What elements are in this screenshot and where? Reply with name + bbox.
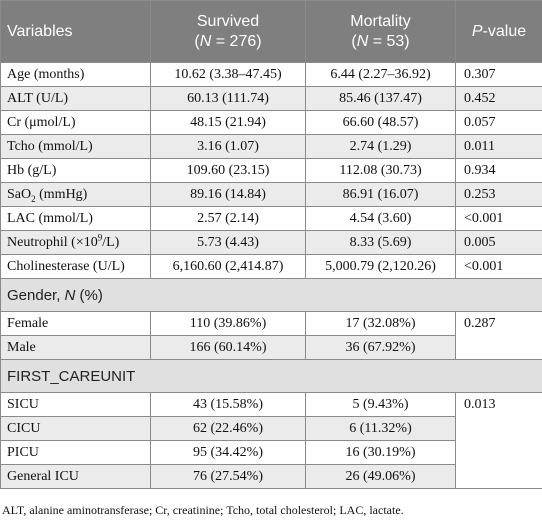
mortality-cell: 36 (67.92%) bbox=[305, 335, 456, 360]
pvalue-cell: 0.452 bbox=[455, 86, 542, 111]
mortality-cell: 86.91 (16.07) bbox=[305, 182, 456, 207]
row-label: Cholinesterase (U/L) bbox=[0, 254, 151, 279]
survived-cell: 76 (27.54%) bbox=[150, 464, 306, 489]
table-row: Neutrophil (×109/L) 5.73 (4.43) 8.33 (5.… bbox=[0, 230, 542, 255]
mortality-cell: 5,000.79 (2,120.26) bbox=[305, 254, 456, 279]
row-label: Hb (g/L) bbox=[0, 158, 151, 183]
table-header-row: Variables Survived (N = 276) Mortality (… bbox=[0, 0, 542, 63]
row-label: General ICU bbox=[0, 464, 151, 489]
header-variables: Variables bbox=[0, 0, 151, 63]
data-table: Variables Survived (N = 276) Mortality (… bbox=[0, 0, 542, 489]
row-label: ALT (U/L) bbox=[0, 86, 151, 111]
table-footnote: ALT, alanine aminotransferase; Cr, creat… bbox=[2, 503, 404, 517]
section-row-gender: Gender, N (%) bbox=[0, 278, 542, 312]
survived-cell: 95 (34.42%) bbox=[150, 440, 306, 465]
header-survived: Survived (N = 276) bbox=[150, 0, 306, 63]
row-label: Male bbox=[0, 335, 151, 360]
survived-cell: 2.57 (2.14) bbox=[150, 206, 306, 231]
pvalue-cell: 0.287 bbox=[455, 311, 542, 360]
header-pvalue: P-value bbox=[455, 0, 542, 63]
mortality-cell: 26 (49.06%) bbox=[305, 464, 456, 489]
table-row: SICU 43 (15.58%) 5 (9.43%) 0.013 bbox=[0, 392, 542, 489]
survived-cell: 60.13 (111.74) bbox=[150, 86, 306, 111]
survived-cell: 109.60 (23.15) bbox=[150, 158, 306, 183]
mortality-cell: 16 (30.19%) bbox=[305, 440, 456, 465]
row-label: LAC (mmol/L) bbox=[0, 206, 151, 231]
survived-cell: 43 (15.58%) bbox=[150, 392, 306, 417]
table-row: LAC (mmol/L) 2.57 (2.14) 4.54 (3.60) <0.… bbox=[0, 206, 542, 231]
pvalue-cell: 0.057 bbox=[455, 110, 542, 135]
row-label: Age (months) bbox=[0, 62, 151, 87]
pvalue-cell: <0.001 bbox=[455, 254, 542, 279]
row-label: Female bbox=[0, 311, 151, 336]
row-label: Cr (μmol/L) bbox=[0, 110, 151, 135]
table-row: PICU 95 (34.42%) 16 (30.19%) bbox=[0, 440, 542, 465]
table-row: Age (months) 10.62 (3.38–47.45) 6.44 (2.… bbox=[0, 62, 542, 87]
table-row: CICU 62 (22.46%) 6 (11.32%) bbox=[0, 416, 542, 441]
mortality-cell: 4.54 (3.60) bbox=[305, 206, 456, 231]
survived-cell: 10.62 (3.38–47.45) bbox=[150, 62, 306, 87]
row-label: Neutrophil (×109/L) bbox=[0, 230, 151, 255]
mortality-cell: 17 (32.08%) bbox=[305, 311, 456, 336]
table-row: SaO2 (mmHg) 89.16 (14.84) 86.91 (16.07) … bbox=[0, 182, 542, 207]
pvalue-cell: <0.001 bbox=[455, 206, 542, 231]
mortality-cell: 112.08 (30.73) bbox=[305, 158, 456, 183]
section-row-careunit: FIRST_CAREUNIT bbox=[0, 359, 542, 393]
mortality-cell: 8.33 (5.69) bbox=[305, 230, 456, 255]
survived-cell: 48.15 (21.94) bbox=[150, 110, 306, 135]
row-label: PICU bbox=[0, 440, 151, 465]
table-row: Male 166 (60.14%) 36 (67.92%) bbox=[0, 335, 542, 360]
row-label: CICU bbox=[0, 416, 151, 441]
mortality-cell: 5 (9.43%) bbox=[305, 392, 456, 417]
survived-cell: 3.16 (1.07) bbox=[150, 134, 306, 159]
mortality-cell: 6.44 (2.27–36.92) bbox=[305, 62, 456, 87]
row-label: SICU bbox=[0, 392, 151, 417]
table-row: Tcho (mmol/L) 3.16 (1.07) 2.74 (1.29) 0.… bbox=[0, 134, 542, 159]
survived-cell: 110 (39.86%) bbox=[150, 311, 306, 336]
survived-cell: 62 (22.46%) bbox=[150, 416, 306, 441]
header-mortality: Mortality (N = 53) bbox=[305, 0, 456, 63]
mortality-cell: 85.46 (137.47) bbox=[305, 86, 456, 111]
section-title-careunit: FIRST_CAREUNIT bbox=[0, 359, 542, 393]
table-row: Cr (μmol/L) 48.15 (21.94) 66.60 (48.57) … bbox=[0, 110, 542, 135]
pvalue-cell: 0.005 bbox=[455, 230, 542, 255]
survived-cell: 89.16 (14.84) bbox=[150, 182, 306, 207]
mortality-cell: 66.60 (48.57) bbox=[305, 110, 456, 135]
pvalue-cell: 0.013 bbox=[455, 392, 542, 489]
pvalue-cell: 0.934 bbox=[455, 158, 542, 183]
table-row: Female 110 (39.86%) 17 (32.08%) 0.287 bbox=[0, 311, 542, 360]
row-label: SaO2 (mmHg) bbox=[0, 182, 151, 207]
table-row: Hb (g/L) 109.60 (23.15) 112.08 (30.73) 0… bbox=[0, 158, 542, 183]
mortality-cell: 6 (11.32%) bbox=[305, 416, 456, 441]
section-title-gender: Gender, N (%) bbox=[0, 278, 542, 312]
pvalue-cell: 0.307 bbox=[455, 62, 542, 87]
table-row: General ICU 76 (27.54%) 26 (49.06%) bbox=[0, 464, 542, 489]
mortality-cell: 2.74 (1.29) bbox=[305, 134, 456, 159]
survived-cell: 166 (60.14%) bbox=[150, 335, 306, 360]
survived-cell: 6,160.60 (2,414.87) bbox=[150, 254, 306, 279]
table-row: ALT (U/L) 60.13 (111.74) 85.46 (137.47) … bbox=[0, 86, 542, 111]
survived-cell: 5.73 (4.43) bbox=[150, 230, 306, 255]
pvalue-cell: 0.253 bbox=[455, 182, 542, 207]
row-label: Tcho (mmol/L) bbox=[0, 134, 151, 159]
pvalue-cell: 0.011 bbox=[455, 134, 542, 159]
table-row: Cholinesterase (U/L) 6,160.60 (2,414.87)… bbox=[0, 254, 542, 279]
